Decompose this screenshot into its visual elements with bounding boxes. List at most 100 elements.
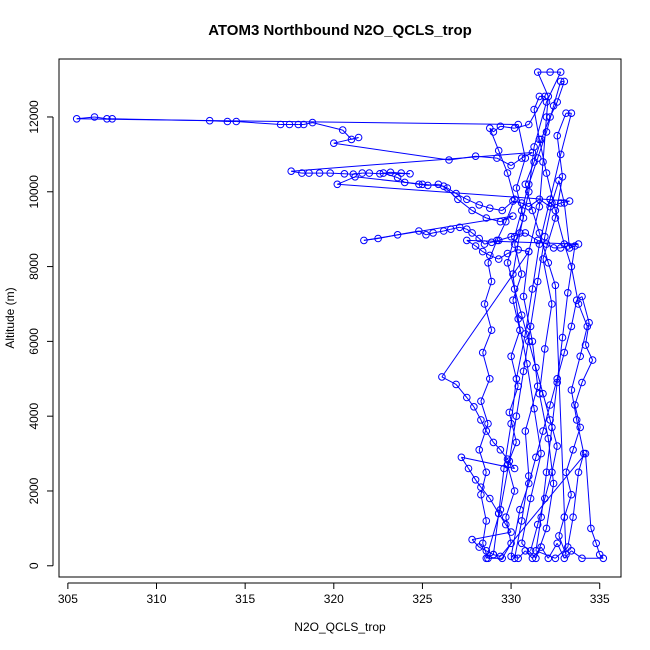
data-point [517,539,526,548]
series-segment [546,427,553,473]
data-point [498,206,507,215]
data-point [571,401,579,409]
series-segment [484,303,493,331]
data-point [455,223,464,232]
data-point [494,236,503,245]
data-point [415,180,423,189]
data-point [471,152,480,160]
series-segment [590,528,597,544]
series-segment [526,363,535,409]
data-point [354,133,363,142]
data-point [519,292,528,301]
series-segment [571,550,583,559]
data-point [494,509,503,518]
data-point [539,389,547,398]
data-point [330,139,338,147]
series-segment [480,494,487,522]
data-point [533,68,542,76]
series-segment [482,330,493,353]
data-point [567,490,576,499]
data-point [583,322,592,331]
series-segment [397,177,405,183]
data-point [535,229,544,237]
series-segment [369,172,380,175]
series-segment [531,210,540,234]
data-point [592,539,601,548]
data-point [487,277,496,286]
data-point [507,539,515,548]
data-point [560,348,569,357]
data-point [486,204,494,212]
y-tick-label: 8000 [27,253,41,280]
data-point [542,98,551,106]
data-point [560,513,569,522]
series-segment [355,176,423,185]
data-point [457,453,466,462]
y-tick-label: 6000 [27,328,41,355]
series-segment [563,494,572,518]
data-point [567,386,576,394]
series-segment [533,139,542,163]
data-point [548,468,556,477]
data-point [537,449,546,458]
data-point [496,122,505,131]
series-segment [572,427,581,450]
data-point [546,401,554,409]
data-point [564,289,572,297]
data-point [512,184,521,192]
series-segment [537,131,547,159]
data-point [493,154,501,162]
data-point [532,554,540,563]
series-segment [554,210,565,245]
data-point [434,180,443,189]
data-point [556,150,565,159]
series-segment [524,184,533,211]
data-point [562,550,570,559]
series-segment [538,348,546,394]
data-point [556,68,565,76]
data-point [424,181,432,190]
x-tick-label: 315 [235,592,255,606]
data-point [539,158,547,166]
series-segment [537,71,549,97]
data-point [526,547,535,555]
data-point [463,225,471,233]
plot-frame [58,58,622,578]
data-point [546,68,554,76]
data-point [530,105,538,114]
data-point [205,116,214,125]
data-point [576,352,585,361]
data-point [535,202,544,211]
series-segment [538,393,549,439]
data-point [386,168,395,177]
data-point [478,247,487,256]
series-segment [581,296,590,323]
data-point [526,494,535,503]
series-segment [521,498,532,544]
data-point [338,126,347,134]
series-segment [471,232,480,239]
data-point [496,217,505,226]
series-segment [510,330,521,357]
y-tick-label: 2000 [27,477,41,504]
series-segment [475,479,482,488]
series-segment [524,431,530,477]
data-point [463,236,471,245]
series-segment [556,352,565,379]
series-segment [478,449,487,473]
data-point [537,135,546,144]
data-point [471,476,480,484]
series-segment [523,251,530,297]
data-point [510,285,519,293]
series-segment [539,198,551,208]
data-point [565,197,574,205]
series-segment [523,326,532,372]
series-segment [547,262,556,286]
series-segment [546,483,555,529]
series-segment [558,180,565,204]
series-segment [342,129,352,140]
data-point [478,348,487,357]
series-segment [579,326,588,357]
series-segment [563,326,572,353]
